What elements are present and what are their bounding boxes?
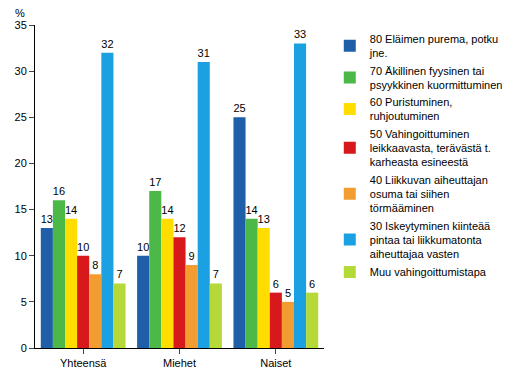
svg-text:35: 35 <box>15 19 27 31</box>
svg-text:17: 17 <box>149 176 161 188</box>
svg-text:25: 25 <box>15 111 27 123</box>
svg-text:5: 5 <box>285 287 291 299</box>
svg-text:Muu vahingoittumistapa: Muu vahingoittumistapa <box>370 266 487 278</box>
svg-text:14: 14 <box>65 204 77 216</box>
svg-text:6: 6 <box>309 278 315 290</box>
svg-text:9: 9 <box>189 250 195 262</box>
svg-text:0: 0 <box>21 342 27 354</box>
svg-text:70 Äkillinen fyysinen taipsyyk: 70 Äkillinen fyysinen taipsyykkinen kuor… <box>370 65 503 91</box>
svg-text:10: 10 <box>15 250 27 262</box>
svg-text:5: 5 <box>21 296 27 308</box>
svg-text:60 Puristuminen,ruhjoutuminen: 60 Puristuminen,ruhjoutuminen <box>370 96 453 122</box>
svg-text:%: % <box>15 7 25 19</box>
svg-text:Miehet: Miehet <box>163 357 196 369</box>
svg-text:32: 32 <box>101 38 113 50</box>
svg-text:30: 30 <box>15 65 27 77</box>
svg-text:31: 31 <box>198 47 210 59</box>
svg-text:40 Liikkuvan aiheuttajanosuma: 40 Liikkuvan aiheuttajanosuma tai siihen… <box>370 174 488 215</box>
svg-text:14: 14 <box>245 204 257 216</box>
svg-text:13: 13 <box>41 213 53 225</box>
svg-text:30 Iskeytyminen kiinteääpintaa: 30 Iskeytyminen kiinteääpintaa tai liikk… <box>370 220 491 261</box>
svg-text:33: 33 <box>294 28 306 40</box>
svg-text:10: 10 <box>137 241 149 253</box>
svg-text:13: 13 <box>258 213 270 225</box>
svg-text:Naiset: Naiset <box>260 357 291 369</box>
svg-text:10: 10 <box>77 241 89 253</box>
svg-text:7: 7 <box>116 268 122 280</box>
svg-text:8: 8 <box>92 259 98 271</box>
svg-text:25: 25 <box>233 102 245 114</box>
svg-text:15: 15 <box>15 203 27 215</box>
svg-text:12: 12 <box>173 222 185 234</box>
svg-text:14: 14 <box>161 204 173 216</box>
svg-text:7: 7 <box>213 268 219 280</box>
svg-text:16: 16 <box>53 185 65 197</box>
svg-text:Yhteensä: Yhteensä <box>60 357 107 369</box>
svg-text:20: 20 <box>15 157 27 169</box>
svg-text:80 Eläimen purema, potkujne.: 80 Eläimen purema, potkujne. <box>369 33 498 59</box>
svg-text:6: 6 <box>273 278 279 290</box>
svg-text:50 Vahingoittuminenleikkaavast: 50 Vahingoittuminenleikkaavasta, teräväs… <box>370 128 491 169</box>
